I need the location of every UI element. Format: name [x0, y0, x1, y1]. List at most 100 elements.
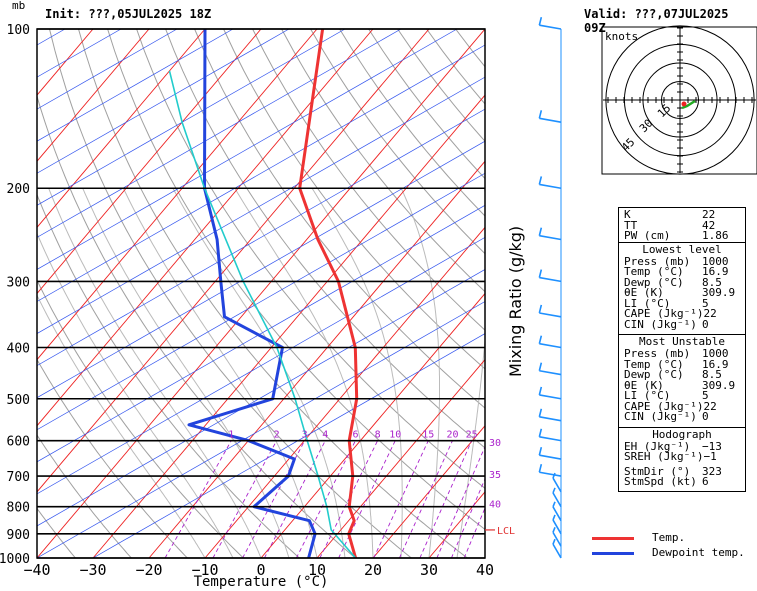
- most-unstable-label: LI (°C): [624, 389, 671, 402]
- pressure-tick-label: 800: [7, 501, 30, 516]
- wind-barb: [539, 183, 562, 190]
- isotherm: [37, 29, 262, 295]
- storm-motion-marker: [681, 101, 687, 107]
- most-unstable-row: CIN (Jkg⁻¹) 0: [619, 410, 745, 423]
- wind-barb-flag: [538, 304, 543, 314]
- most-unstable-value: 8.5: [702, 368, 722, 381]
- most-unstable-label: Dewp (°C): [624, 368, 684, 381]
- hodograph-index-label: EH (Jkg⁻¹): [624, 439, 691, 453]
- mixing-ratio-line: [264, 440, 326, 558]
- dry-adiabat: [37, 358, 188, 558]
- wind-barb: [539, 276, 562, 283]
- init-time-label: Init: ???,05JUL2025 18Z: [45, 7, 212, 21]
- hodograph-index-value: −13: [702, 439, 722, 453]
- lowest-level-label: Dewp (°C): [624, 275, 684, 289]
- lowest-level-title: Lowest level: [619, 241, 745, 257]
- wind-barb: [539, 436, 562, 442]
- lowest-level-label: CAPE (Jkg⁻¹): [624, 307, 704, 320]
- mixing-ratio-line: [295, 440, 356, 558]
- most-unstable-value: 1000: [702, 347, 729, 360]
- storm-motion-row: StmSpd (kt) 6: [619, 475, 745, 488]
- lowest-level-value: 16.9: [702, 265, 729, 278]
- dry-adiabat: [194, 29, 485, 409]
- wind-barb-flag: [538, 408, 543, 418]
- isotherm: [37, 29, 430, 493]
- wind-barb-flag: [538, 428, 543, 438]
- mixing-ratio-label: 25: [466, 430, 478, 441]
- skew-grid-line: [37, 236, 485, 495]
- pressure-tick-label: 900: [7, 528, 30, 543]
- most-unstable-label: CIN (Jkg⁻¹): [624, 410, 697, 423]
- wind-barb: [539, 312, 562, 318]
- hodograph-units-label: knots: [605, 30, 638, 43]
- mixing-ratio-label: 20: [446, 430, 458, 441]
- wind-barb-flag: [538, 464, 543, 473]
- pressure-tick-label: 500: [7, 393, 30, 408]
- wind-barb: [552, 477, 562, 493]
- wind-barb: [539, 416, 562, 422]
- most-unstable-value: 309.9: [702, 378, 736, 392]
- wind-barb-flag: [538, 335, 543, 344]
- storm-motion-label: StmDir (°): [624, 464, 691, 478]
- stability-indices-panel: K 22 TT 42 PW (cm) 1.86 Lowest level Press (m…: [618, 207, 746, 492]
- lcl-label: LCL: [497, 526, 515, 537]
- skew-grid-line: [37, 29, 346, 206]
- lowest-level-row: CIN (Jkg⁻¹) 0: [619, 317, 745, 331]
- pressure-tick-label: 100: [7, 23, 30, 38]
- temperature-tick-label: −40: [23, 561, 50, 579]
- skew-grid-line: [37, 204, 485, 463]
- wind-barb: [552, 492, 562, 508]
- wind-barb: [539, 342, 562, 349]
- lowest-level-label: Temp (°C): [624, 265, 684, 278]
- mixing-ratio-label: 10: [389, 430, 401, 441]
- temperature-tick-label: 10: [308, 561, 326, 579]
- pressure-tick-label: 600: [7, 435, 30, 450]
- index-row: TT 42: [619, 220, 745, 232]
- skew-grid-line: [37, 301, 485, 558]
- skew-grid-line: [37, 172, 485, 431]
- isotherm: [316, 358, 485, 558]
- hodograph-index-row: EH (Jkg⁻¹) −13: [619, 439, 745, 453]
- legend-dewpoint-swatch: [592, 552, 634, 555]
- most-unstable-row: θE (K) 309.9: [619, 378, 745, 392]
- lowest-level-row: CAPE (Jkg⁻¹) 22: [619, 307, 745, 320]
- temperature-axis-title: Temperature (°C): [194, 574, 329, 590]
- lowest-level-value: 8.5: [702, 275, 722, 289]
- dry-adiabat: [165, 29, 485, 449]
- most-unstable-value: 16.9: [702, 357, 729, 371]
- most-unstable-value: 5: [702, 389, 709, 402]
- wind-barb-flag: [552, 538, 556, 545]
- wind-barb-flag: [538, 447, 543, 456]
- dry-adiabat: [37, 94, 356, 558]
- most-unstable-row: LI (°C) 5: [619, 389, 745, 402]
- wind-barb: [539, 234, 562, 241]
- isotherm: [37, 29, 150, 162]
- temperature-tick-label: −10: [191, 561, 218, 579]
- most-unstable-title: Most Unstable: [619, 334, 745, 349]
- storm-motion-label: StmSpd (kt): [624, 475, 697, 488]
- dry-adiabat: [107, 29, 485, 530]
- most-unstable-label: Temp (°C): [624, 357, 684, 371]
- mixing-ratio-line: [399, 440, 453, 558]
- temperature-profile: [298, 29, 359, 558]
- dry-adiabat: [136, 29, 485, 489]
- wind-barb-flag: [538, 386, 543, 396]
- isotherm: [204, 226, 485, 558]
- most-unstable-row: Temp (°C) 16.9: [619, 357, 745, 371]
- pressure-tick-label: 400: [7, 341, 30, 356]
- mixing-ratio-axis-title: Mixing Ratio (g/kg): [506, 225, 525, 377]
- isotherm: [260, 292, 485, 558]
- mixing-ratio-line: [212, 440, 278, 558]
- wind-barb: [539, 471, 562, 477]
- skew-grid-line: [92, 333, 485, 558]
- lowest-level-row: Temp (°C) 16.9: [619, 265, 745, 278]
- mixing-ratio-label: 8: [375, 430, 381, 441]
- pressure-tick-label: 200: [7, 182, 30, 197]
- dry-adiabat: [310, 29, 485, 255]
- temperature-tick-label: 0: [256, 561, 265, 579]
- skew-grid-line: [37, 44, 485, 302]
- mixing-ratio-line: [463, 506, 485, 558]
- lowest-level-value: 0: [702, 317, 709, 331]
- wind-barb-flag: [552, 514, 556, 521]
